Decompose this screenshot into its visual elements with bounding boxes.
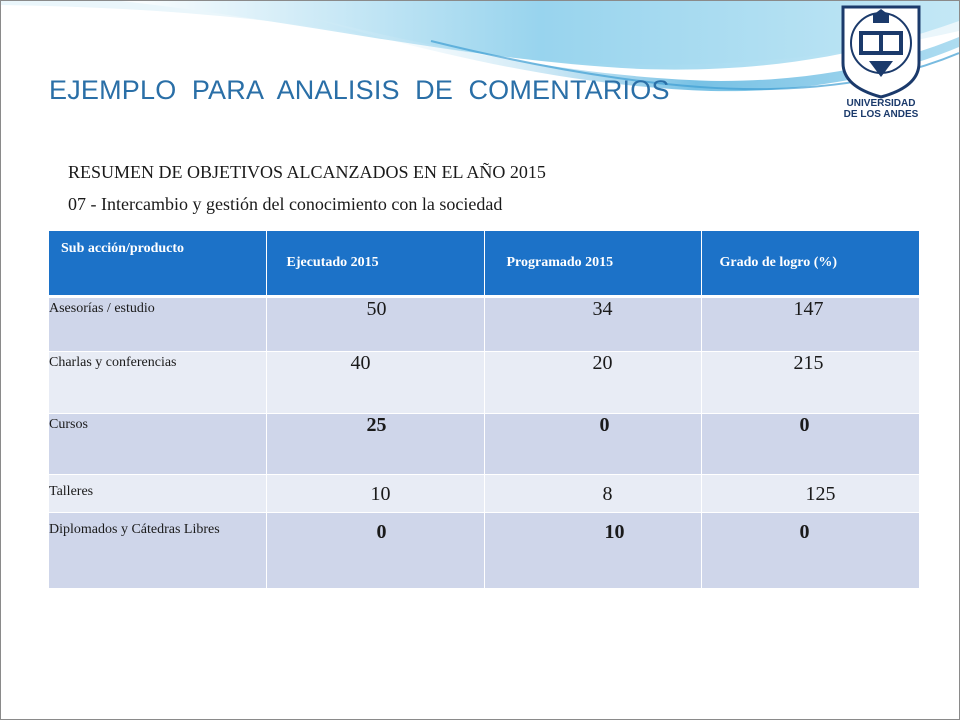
cell-logro: 125 [701, 474, 919, 513]
row-label: Diplomados y Cátedras Libres [49, 512, 267, 589]
cell-ejecutado: 0 [266, 512, 485, 589]
summary-subheading: 07 - Intercambio y gestión del conocimie… [68, 194, 503, 214]
row-label: Charlas y conferencias [49, 351, 267, 414]
cell-programado: 8 [484, 474, 702, 513]
cell-programado: 10 [484, 512, 702, 589]
cell-ejecutado: 10 [266, 474, 485, 513]
row-label: Talleres [49, 474, 267, 513]
table-row: Diplomados y Cátedras Libres 0 10 0 [49, 512, 919, 589]
column-header-grado-logro: Grado de logro (%) [701, 231, 919, 298]
table-header-row: Sub acción/producto Ejecutado 2015 Progr… [49, 231, 919, 298]
summary-heading: RESUMEN DE OBJETIVOS ALCANZADOS EN EL AÑ… [68, 162, 546, 182]
cell-logro: 215 [701, 351, 919, 414]
svg-text:UNIVERSIDAD: UNIVERSIDAD [847, 98, 916, 109]
results-table: Sub acción/producto Ejecutado 2015 Progr… [49, 231, 919, 589]
cell-programado: 0 [484, 413, 702, 475]
cell-ejecutado: 25 [266, 413, 485, 475]
cell-ejecutado: 50 [266, 296, 485, 352]
row-label: Asesorías / estudio [49, 296, 267, 352]
column-header-subaccion: Sub acción/producto [49, 231, 267, 298]
column-header-programado: Programado 2015 [484, 231, 702, 298]
column-header-ejecutado: Ejecutado 2015 [266, 231, 485, 298]
cell-programado: 34 [484, 296, 702, 352]
slide-title: EJEMPLO PARA ANALISIS DE COMENTARIOS [49, 75, 670, 105]
cell-ejecutado: 40 [266, 351, 485, 414]
svg-text:DE LOS ANDES: DE LOS ANDES [844, 109, 919, 119]
university-logo: UNIVERSIDAD DE LOS ANDES [833, 1, 929, 120]
table-row: Charlas y conferencias 40 20 215 [49, 351, 919, 414]
cell-logro: 147 [701, 296, 919, 352]
cell-programado: 20 [484, 351, 702, 414]
cell-logro: 0 [701, 512, 919, 589]
table-row: Asesorías / estudio 50 34 147 [49, 296, 919, 352]
table-row: Talleres 10 8 125 [49, 474, 919, 513]
header-swoosh-decoration [1, 1, 959, 92]
cell-logro: 0 [701, 413, 919, 475]
row-label: Cursos [49, 413, 267, 475]
table-row: Cursos 25 0 0 [49, 413, 919, 475]
